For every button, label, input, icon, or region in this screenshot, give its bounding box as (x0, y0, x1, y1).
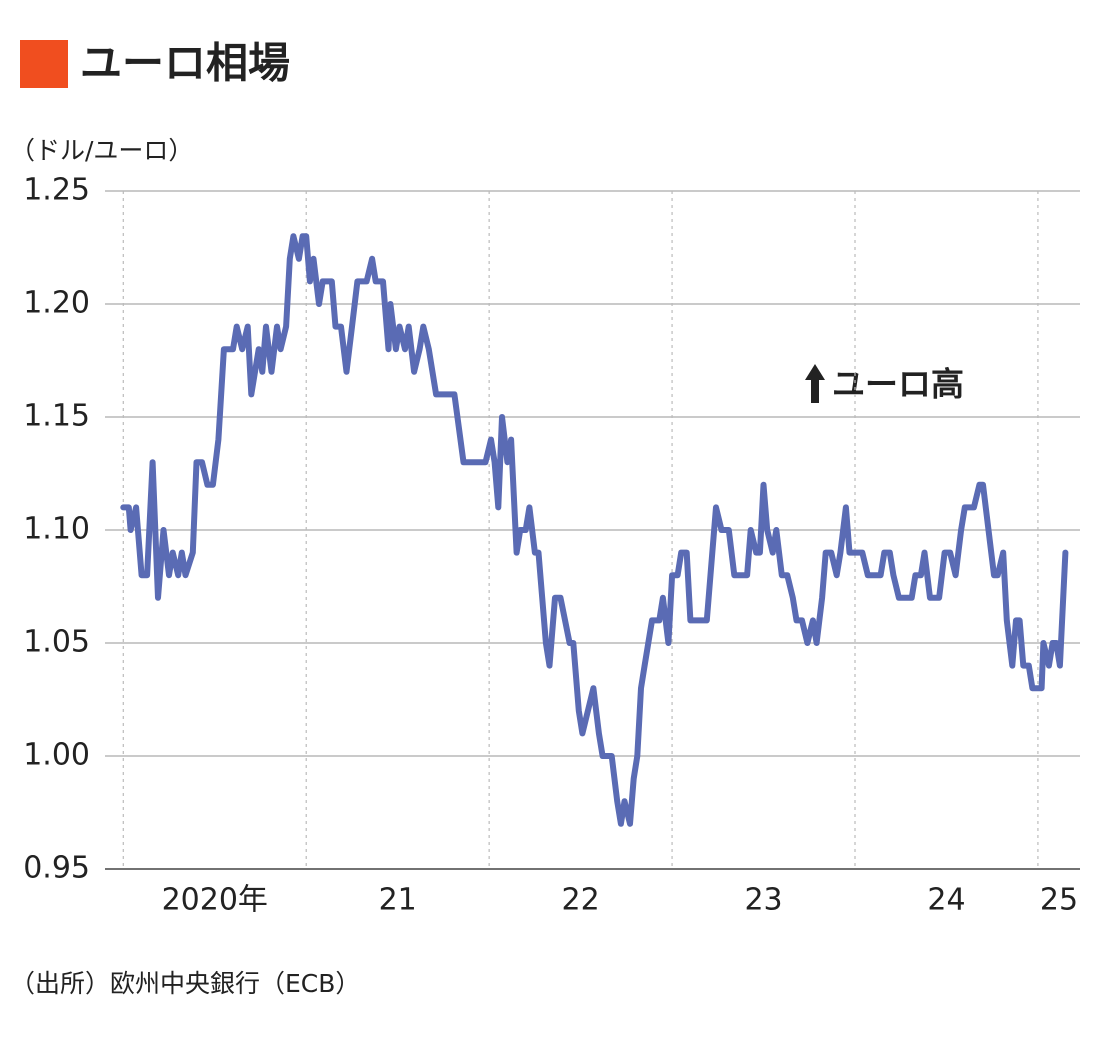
y-tick-label: 1.05 (23, 625, 90, 660)
annotation-arrow (805, 364, 825, 403)
y-tick-label: 1.25 (23, 173, 90, 208)
x-tick-label: 22 (562, 883, 600, 918)
y-tick-label: 0.95 (23, 851, 90, 886)
arrow (805, 364, 825, 403)
y-tick-label: 1.20 (23, 286, 90, 321)
title-marker (20, 40, 68, 88)
y-tick-label: 1.15 (23, 399, 90, 434)
x-tick-label: 25 (1040, 883, 1078, 918)
x-tick-label: 23 (744, 883, 782, 918)
y-tick-label: 1.10 (23, 512, 90, 547)
x-tick-label: 2020年 (162, 883, 268, 918)
x-tick-label: 24 (927, 883, 965, 918)
y-axis-label: （ドル/ユーロ） (10, 136, 193, 165)
chart-title: ユーロ相場 (80, 39, 290, 88)
source: （出所）欧州中央銀行（ECB） (10, 969, 360, 998)
annotation: ユーロ高 (832, 365, 964, 404)
line (120, 233, 1069, 827)
y-tick-label: 1.00 (23, 738, 90, 773)
x-tick-label: 21 (379, 883, 417, 918)
